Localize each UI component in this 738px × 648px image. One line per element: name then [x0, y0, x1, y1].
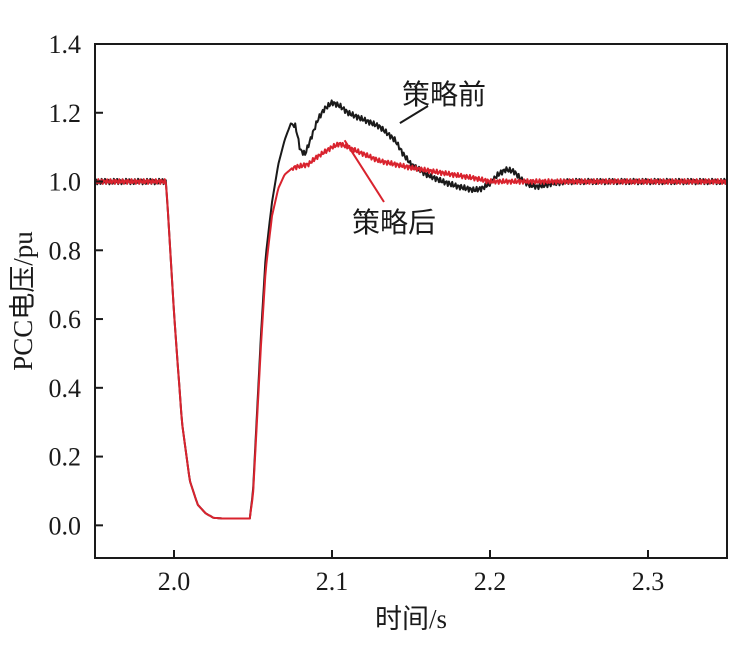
annotation-leader-before — [399, 105, 429, 124]
x-axis: 2.0 2.1 2.2 2.3 — [158, 550, 665, 596]
y-tick-label: 1.2 — [49, 99, 82, 128]
annotation-leader-after — [343, 139, 385, 203]
y-tick-label: 0.0 — [49, 511, 82, 540]
y-tick-label: 1.0 — [49, 168, 82, 197]
annotation-after-strategy: 策略后 — [352, 207, 436, 239]
x-tick-label: 2.2 — [474, 567, 507, 596]
series-layer — [94, 99, 728, 520]
x-tick-label: 2.0 — [158, 567, 191, 596]
series-line-after-strategy — [94, 141, 728, 520]
x-tick-label: 2.3 — [632, 567, 665, 596]
y-tick-label: 0.8 — [49, 236, 82, 265]
y-tick-label: 0.2 — [49, 443, 82, 472]
annotation-layer: 策略前 策略后 — [343, 79, 486, 239]
x-tick-label: 2.1 — [316, 567, 349, 596]
annotation-before-strategy: 策略前 — [402, 79, 486, 111]
y-tick-label: 1.4 — [49, 30, 82, 59]
x-axis-title: 时间/s — [375, 604, 447, 634]
y-axis-title: PCC电压/pu — [8, 231, 38, 371]
y-tick-label: 0.4 — [49, 374, 82, 403]
y-tick-label: 0.6 — [49, 305, 82, 334]
y-axis: 0.0 0.2 0.4 0.6 0.8 1.0 1.2 1.4 — [49, 30, 103, 540]
series-line-before-strategy — [94, 99, 728, 520]
plot-frame — [94, 43, 728, 559]
